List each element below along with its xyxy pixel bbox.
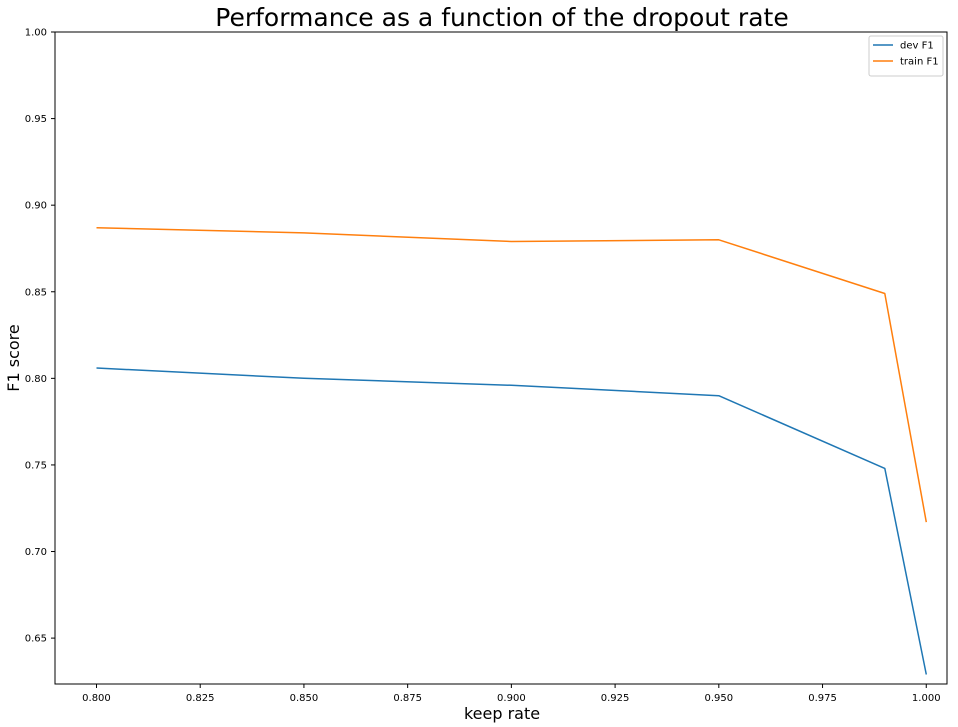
y-axis-label: F1 score [4, 324, 23, 391]
y-tick-label: 0.95 [25, 114, 47, 125]
plot-area [54, 31, 948, 685]
y-axis: 0.65 0.70 0.75 0.80 0.85 0.90 0.95 1.00 [25, 28, 55, 645]
x-axis: 0.800 0.825 0.850 0.875 0.900 0.925 0.950 0.975… [82, 684, 941, 704]
x-axis-label: keep rate [464, 704, 540, 723]
y-tick-label: 0.85 [25, 287, 47, 298]
x-tick-label: 0.825 [186, 693, 215, 704]
y-tick-label: 0.70 [25, 547, 47, 558]
legend: dev F1 train F1 [868, 35, 944, 77]
chart-title: Performance as a function of the dropout… [215, 3, 788, 32]
x-tick-label: 0.800 [82, 693, 111, 704]
y-tick-label: 0.75 [25, 460, 47, 471]
x-tick-label: 0.925 [601, 693, 630, 704]
y-tick-label: 0.80 [25, 374, 47, 385]
series-line-dev-f1 [96, 367, 928, 675]
y-tick-label: 1.00 [25, 28, 47, 39]
x-tick-label: 0.850 [290, 693, 319, 704]
legend-label: train F1 [900, 57, 939, 68]
x-tick-label: 0.975 [808, 693, 837, 704]
y-tick-label: 0.90 [25, 201, 47, 212]
x-tick-label: 1.000 [912, 693, 941, 704]
legend-box [868, 35, 944, 77]
legend-label: dev F1 [900, 41, 934, 52]
x-tick-label: 0.900 [497, 693, 526, 704]
x-tick-label: 0.950 [704, 693, 733, 704]
series-line-train-f1 [96, 226, 928, 523]
y-tick-label: 0.65 [25, 634, 47, 645]
x-tick-label: 0.875 [393, 693, 422, 704]
series-lines [96, 226, 928, 675]
